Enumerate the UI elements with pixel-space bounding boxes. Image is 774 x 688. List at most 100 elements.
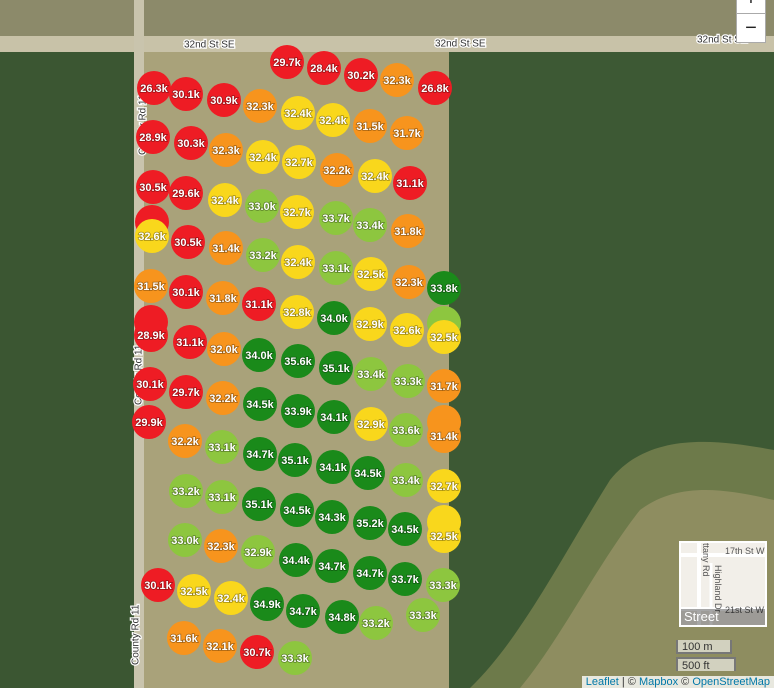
marker[interactable] xyxy=(325,600,359,634)
marker[interactable] xyxy=(206,381,240,415)
marker[interactable] xyxy=(280,295,314,329)
marker[interactable] xyxy=(246,238,280,272)
marker[interactable] xyxy=(167,621,201,655)
marker[interactable] xyxy=(278,443,312,477)
marker[interactable] xyxy=(427,320,461,354)
marker[interactable] xyxy=(282,145,316,179)
marker[interactable] xyxy=(207,83,241,117)
marker[interactable] xyxy=(279,543,313,577)
marker[interactable] xyxy=(203,629,237,663)
marker[interactable] xyxy=(169,375,203,409)
marker[interactable] xyxy=(353,208,387,242)
marker[interactable] xyxy=(243,437,277,471)
marker[interactable] xyxy=(169,275,203,309)
marker[interactable] xyxy=(134,269,168,303)
marker[interactable] xyxy=(135,219,169,253)
marker[interactable] xyxy=(391,214,425,248)
marker[interactable] xyxy=(286,594,320,628)
marker[interactable] xyxy=(388,512,422,546)
marker[interactable] xyxy=(390,313,424,347)
marker[interactable] xyxy=(280,195,314,229)
marker[interactable] xyxy=(315,500,349,534)
marker[interactable] xyxy=(246,140,280,174)
marker[interactable] xyxy=(205,480,239,514)
link[interactable]: OpenStreetMap xyxy=(692,676,770,688)
marker[interactable] xyxy=(281,344,315,378)
marker[interactable] xyxy=(393,166,427,200)
minimap[interactable]: 17th St W Highland Dr ttany Rd 21st St W… xyxy=(679,541,767,627)
marker[interactable] xyxy=(427,369,461,403)
marker[interactable] xyxy=(391,364,425,398)
marker[interactable] xyxy=(245,189,279,223)
marker[interactable] xyxy=(214,581,248,615)
marker[interactable] xyxy=(388,562,422,596)
marker[interactable] xyxy=(317,400,351,434)
marker[interactable] xyxy=(278,641,312,675)
marker[interactable] xyxy=(406,598,440,632)
marker[interactable] xyxy=(353,307,387,341)
marker[interactable] xyxy=(137,71,171,105)
marker[interactable] xyxy=(173,325,207,359)
marker[interactable] xyxy=(133,367,167,401)
marker[interactable] xyxy=(204,529,238,563)
zoom-out[interactable]: − xyxy=(736,13,766,43)
marker[interactable] xyxy=(171,225,205,259)
marker[interactable] xyxy=(316,103,350,137)
marker[interactable] xyxy=(206,281,240,315)
marker[interactable] xyxy=(353,556,387,590)
marker[interactable] xyxy=(351,456,385,490)
marker[interactable] xyxy=(427,469,461,503)
marker[interactable] xyxy=(141,568,175,602)
marker[interactable] xyxy=(319,201,353,235)
marker[interactable] xyxy=(280,493,314,527)
marker[interactable] xyxy=(427,519,461,553)
marker[interactable] xyxy=(242,487,276,521)
marker[interactable] xyxy=(354,357,388,391)
marker[interactable] xyxy=(243,387,277,421)
marker[interactable] xyxy=(319,251,353,285)
marker[interactable] xyxy=(241,535,275,569)
marker[interactable] xyxy=(344,58,378,92)
zoom-in[interactable]: + xyxy=(736,0,766,14)
marker[interactable] xyxy=(353,109,387,143)
marker[interactable] xyxy=(358,159,392,193)
marker[interactable] xyxy=(169,176,203,210)
marker[interactable] xyxy=(319,351,353,385)
marker[interactable] xyxy=(418,71,452,105)
marker[interactable] xyxy=(207,332,241,366)
marker[interactable] xyxy=(281,394,315,428)
marker[interactable] xyxy=(281,96,315,130)
marker[interactable] xyxy=(209,133,243,167)
marker[interactable] xyxy=(136,170,170,204)
marker[interactable] xyxy=(315,549,349,583)
marker[interactable] xyxy=(390,116,424,150)
marker[interactable] xyxy=(168,424,202,458)
marker[interactable] xyxy=(427,271,461,305)
marker[interactable] xyxy=(242,287,276,321)
marker[interactable] xyxy=(281,245,315,279)
marker[interactable] xyxy=(427,419,461,453)
marker[interactable] xyxy=(389,463,423,497)
marker[interactable] xyxy=(169,77,203,111)
marker[interactable] xyxy=(205,430,239,464)
marker[interactable] xyxy=(132,405,166,439)
marker[interactable] xyxy=(307,51,341,85)
marker[interactable] xyxy=(317,301,351,335)
marker[interactable] xyxy=(169,474,203,508)
marker[interactable] xyxy=(134,318,168,352)
marker[interactable] xyxy=(243,89,277,123)
marker[interactable] xyxy=(354,407,388,441)
marker[interactable] xyxy=(270,45,304,79)
link[interactable]: Leaflet xyxy=(585,676,619,688)
marker[interactable] xyxy=(250,587,284,621)
marker[interactable] xyxy=(209,231,243,265)
marker[interactable] xyxy=(136,120,170,154)
marker[interactable] xyxy=(177,574,211,608)
marker[interactable] xyxy=(168,523,202,557)
marker[interactable] xyxy=(353,506,387,540)
marker[interactable] xyxy=(426,568,460,602)
link[interactable]: Mapbox xyxy=(638,676,679,688)
marker[interactable] xyxy=(320,153,354,187)
marker[interactable] xyxy=(354,257,388,291)
